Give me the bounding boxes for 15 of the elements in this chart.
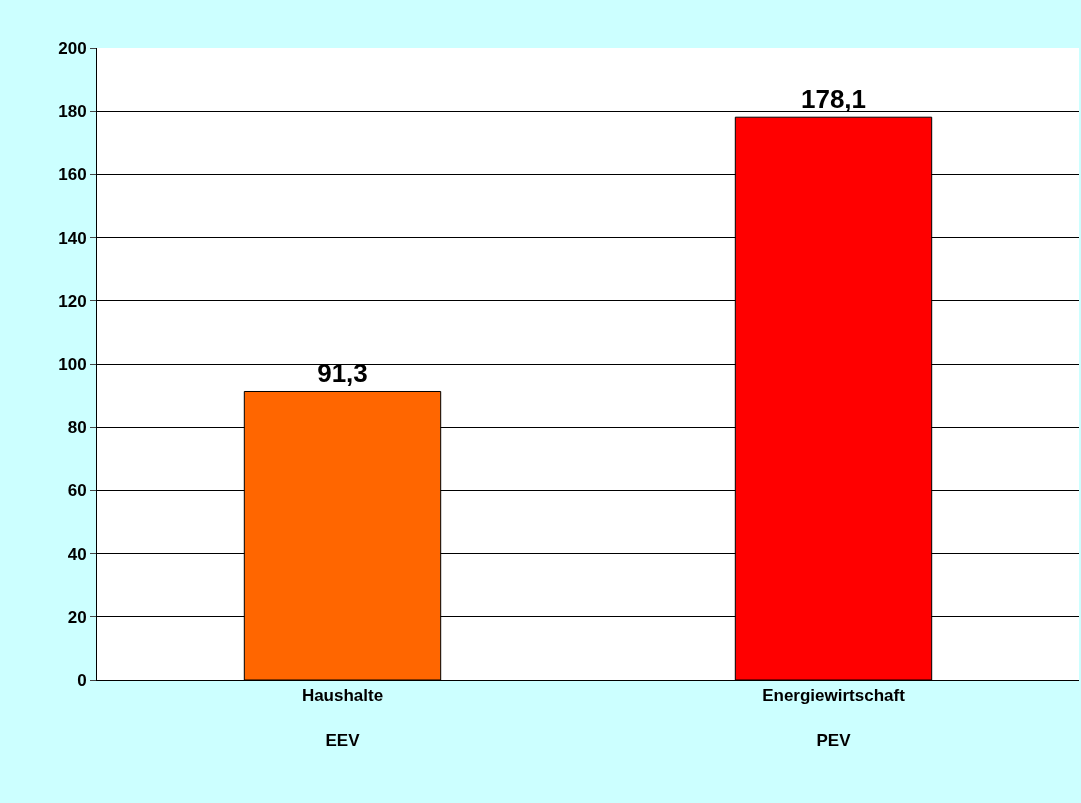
y-tick-label: 160 <box>58 165 87 185</box>
y-tick-label: 20 <box>67 607 87 627</box>
y-tick-label: 200 <box>58 38 87 58</box>
y-tick-label: 40 <box>67 544 87 564</box>
y-tick-label: 140 <box>58 228 87 248</box>
y-tick-label: 180 <box>58 102 87 122</box>
y-tick-label: 100 <box>58 354 87 374</box>
y-tick-label: 60 <box>67 481 87 501</box>
category-label: Energiewirtschaft PEV <box>762 686 905 750</box>
y-tick-label: 80 <box>67 418 87 438</box>
y-tick-label: 0 <box>77 670 87 690</box>
data-label: 178,1 <box>800 84 867 115</box>
data-label: 91,3 <box>317 358 368 389</box>
category-label: Haushalte EEV <box>301 686 384 750</box>
y-tick-label: 120 <box>58 291 87 311</box>
